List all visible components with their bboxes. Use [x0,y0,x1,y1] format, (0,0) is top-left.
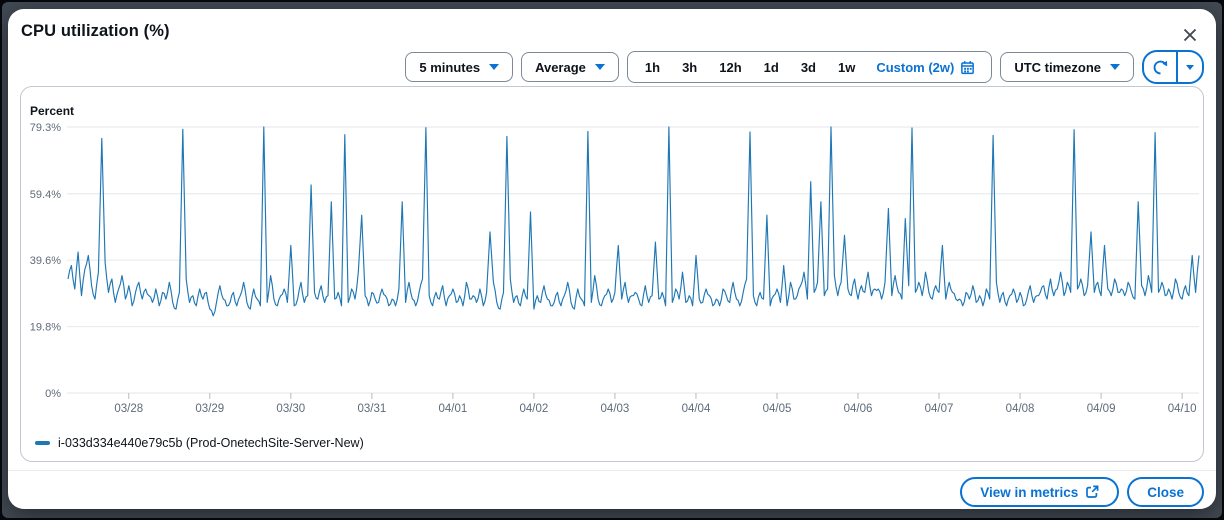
statistic-dropdown[interactable]: Average [521,52,619,82]
x-tick-label: 04/04 [682,403,711,415]
range-custom-label: Custom (2w) [876,59,955,75]
view-in-metrics-label: View in metrics [980,484,1079,500]
chart-controls: 5 minutes Average 1h 3h 12h 1d 3d 1w Custom (… [405,50,1204,84]
x-tick-label: 03/29 [195,403,224,415]
x-tick-label: 03/31 [357,403,386,415]
y-tick-label: 79.3% [30,122,61,134]
period-dropdown[interactable]: 5 minutes [405,52,514,82]
modal-title: CPU utilization (%) [21,22,170,40]
range-button-12h[interactable]: 12h [708,53,752,81]
range-button-3h[interactable]: 3h [671,53,708,81]
x-tick-label: 04/10 [1168,403,1197,415]
refresh-button[interactable] [1144,52,1176,82]
external-link-icon [1086,485,1099,498]
y-tick-label: 0% [45,388,61,400]
refresh-icon [1153,60,1167,74]
time-range-group: 1h 3h 12h 1d 3d 1w Custom (2w) [626,51,993,83]
range-button-1w[interactable]: 1w [827,53,866,81]
chart-legend[interactable]: i-033d334e440e79c5b (Prod-OnetechSite-Se… [35,436,364,450]
modal-footer: View in metrics Close [8,471,1216,509]
footer-divider [8,470,1216,471]
view-in-metrics-button[interactable]: View in metrics [960,477,1120,507]
x-tick-label: 03/28 [114,403,143,415]
x-tick-label: 04/06 [844,403,873,415]
chevron-down-icon [594,64,605,70]
range-button-3d[interactable]: 3d [790,53,827,81]
chart-card: 79.3% 59.4% 39.6% 19.8% 0% 03/28 03/29 03/30 03/… [20,86,1204,462]
timezone-dropdown-label: UTC timezone [1014,59,1101,75]
x-tick-label: 04/01 [438,403,467,415]
close-icon[interactable] [1176,21,1204,49]
x-tick-label: 04/08 [1006,403,1035,415]
range-button-1d[interactable]: 1d [753,53,790,81]
x-tick-label: 04/03 [601,403,630,415]
chevron-down-icon [489,64,500,70]
cpu-utilization-line [67,126,1200,317]
legend-line-marker [35,441,50,445]
x-tick-label: 03/30 [276,403,305,415]
statistic-dropdown-label: Average [535,59,586,75]
x-tick-label: 04/09 [1087,403,1116,415]
timezone-dropdown[interactable]: UTC timezone [1000,52,1134,82]
refresh-options-button[interactable] [1176,52,1202,82]
gridlines [67,126,1199,399]
axis-labels: 79.3% 59.4% 39.6% 19.8% 0% 03/28 03/29 03/30 03/… [30,122,1197,415]
cpu-utilization-chart[interactable]: 79.3% 59.4% 39.6% 19.8% 0% 03/28 03/29 03/30 03/… [21,87,1203,461]
range-button-1h[interactable]: 1h [634,53,671,81]
close-button[interactable]: Close [1127,477,1204,507]
x-tick-label: 04/07 [925,403,954,415]
y-tick-label: 19.8% [30,322,61,334]
period-dropdown-label: 5 minutes [419,59,481,75]
y-axis-title: Percent [30,104,75,118]
refresh-split-button [1142,50,1204,84]
x-tick-label: 04/02 [520,403,549,415]
calendar-icon [961,60,975,74]
legend-label: i-033d334e440e79c5b (Prod-OnetechSite-Se… [58,436,364,450]
chevron-down-icon [1186,64,1194,70]
range-custom-button[interactable]: Custom (2w) [866,53,985,81]
cpu-metric-modal: CPU utilization (%) 5 minutes Average 1h… [8,9,1216,509]
y-tick-label: 39.6% [30,255,61,267]
close-button-label: Close [1147,484,1184,500]
y-tick-label: 59.4% [30,189,61,201]
chevron-down-icon [1110,64,1120,70]
x-tick-label: 04/05 [763,403,792,415]
